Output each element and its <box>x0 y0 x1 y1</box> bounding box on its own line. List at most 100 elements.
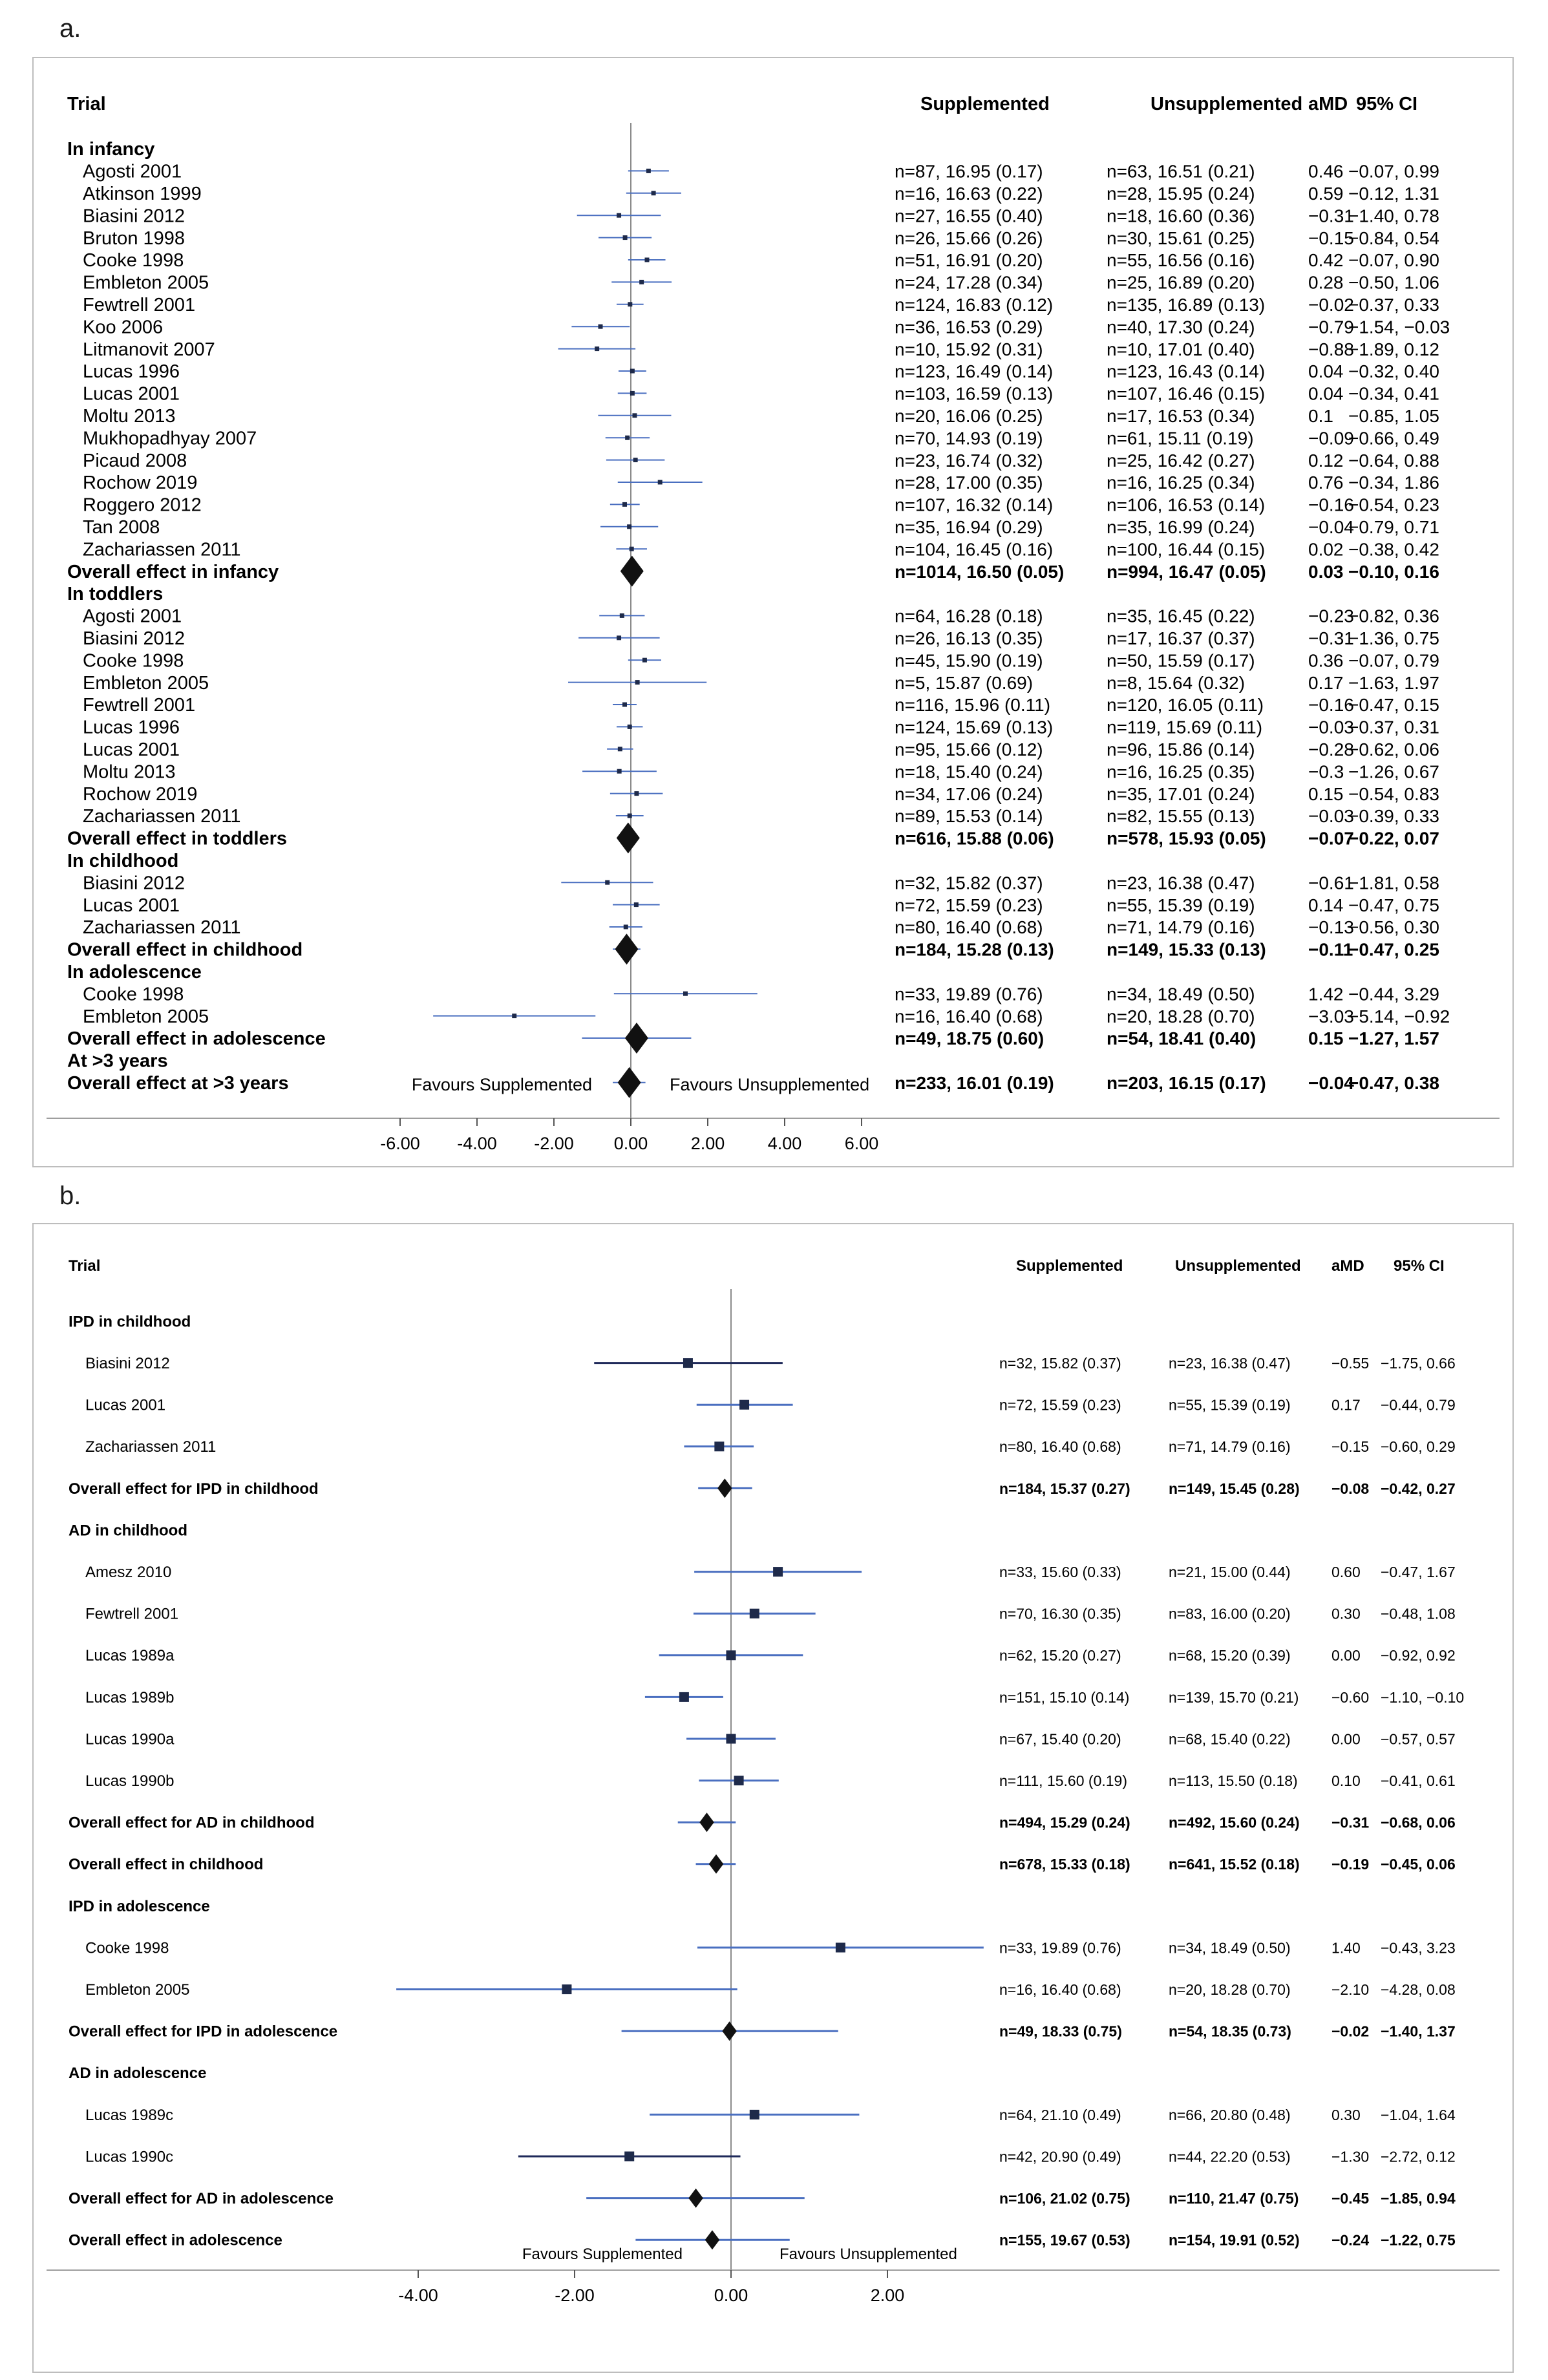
study-label: Embleton 2005 <box>85 1981 189 1999</box>
unsupplemented-value: n=20, 18.28 (0.70) <box>1107 1006 1255 1026</box>
unsupplemented-value: n=54, 18.41 (0.40) <box>1107 1028 1256 1048</box>
study-label: Agosti 2001 <box>83 162 182 182</box>
amd-value: −0.08 <box>1331 1480 1369 1497</box>
amd-value: 0.60 <box>1331 1564 1361 1580</box>
unsupplemented-value: n=149, 15.45 (0.28) <box>1169 1480 1300 1497</box>
amd-value: −0.16 <box>1308 495 1354 515</box>
amd-value: 0.03 <box>1308 562 1344 582</box>
unsupplemented-value: n=123, 16.43 (0.14) <box>1107 361 1265 381</box>
ci-value: −0.56, 0.30 <box>1348 917 1439 937</box>
unsupplemented-value: n=10, 17.01 (0.40) <box>1107 339 1255 359</box>
unsupplemented-value: n=135, 16.89 (0.13) <box>1107 295 1265 315</box>
supplemented-value: n=49, 18.75 (0.60) <box>895 1028 1044 1048</box>
ci-value: −0.47, 0.38 <box>1348 1073 1439 1093</box>
supplemented-value: n=1014, 16.50 (0.05) <box>895 562 1064 582</box>
amd-value: 0.36 <box>1308 650 1344 670</box>
point-estimate <box>683 991 688 996</box>
amd-value: −0.31 <box>1331 1814 1369 1831</box>
supplemented-value: n=104, 16.45 (0.16) <box>895 539 1053 559</box>
amd-value: 0.00 <box>1331 1647 1361 1664</box>
unsupplemented-value: n=16, 16.25 (0.34) <box>1107 473 1255 493</box>
study-label: Roggero 2012 <box>83 495 202 516</box>
header-unsupplemented: Unsupplemented <box>1175 1257 1301 1275</box>
supplemented-value: n=16, 16.40 (0.68) <box>895 1006 1043 1026</box>
study-label: Moltu 2013 <box>83 761 176 782</box>
point-estimate <box>627 524 632 529</box>
ci-value: −0.37, 0.31 <box>1348 717 1439 738</box>
unsupplemented-value: n=55, 15.39 (0.19) <box>1107 895 1255 915</box>
point-estimate <box>628 302 633 307</box>
overall-label: Overall effect in childhood <box>67 940 302 961</box>
ci-value: −0.62, 0.06 <box>1348 739 1439 760</box>
unsupplemented-value: n=120, 16.05 (0.11) <box>1107 695 1264 715</box>
overall-label: Overall effect for IPD in adolescence <box>69 2023 337 2041</box>
point-estimate <box>734 1776 744 1786</box>
point-estimate <box>634 791 639 796</box>
study-label: Litmanovit 2007 <box>83 339 215 360</box>
study-label: Embleton 2005 <box>83 273 209 293</box>
study-label: Lucas 2001 <box>83 739 180 760</box>
point-estimate <box>726 1650 736 1661</box>
study-label: Cooke 1998 <box>85 1939 169 1957</box>
overall-label: Overall effect in toddlers <box>67 829 287 849</box>
study-label: Fewtrell 2001 <box>83 695 195 716</box>
header-supplemented: Supplemented <box>1016 1257 1123 1275</box>
supplemented-value: n=95, 15.66 (0.12) <box>895 739 1043 760</box>
study-label: Lucas 1990c <box>85 2148 173 2165</box>
study-label: Moltu 2013 <box>83 406 176 427</box>
supplemented-value: n=27, 16.55 (0.40) <box>895 206 1043 226</box>
amd-value: −0.15 <box>1308 228 1354 248</box>
study-label: Zachariassen 2011 <box>83 539 241 560</box>
unsupplemented-value: n=25, 16.42 (0.27) <box>1107 451 1255 471</box>
unsupplemented-value: n=28, 15.95 (0.24) <box>1107 184 1255 204</box>
point-estimate <box>595 346 600 352</box>
header-amd: aMD <box>1308 94 1348 114</box>
supplemented-value: n=24, 17.28 (0.34) <box>895 273 1043 293</box>
supplemented-value: n=32, 15.82 (0.37) <box>895 873 1043 893</box>
x-axis-tick-label: 2.00 <box>871 2286 905 2305</box>
ci-value: −1.27, 1.57 <box>1348 1028 1439 1048</box>
supplemented-value: n=103, 16.59 (0.13) <box>895 384 1053 404</box>
ci-value: −5.14, −0.92 <box>1348 1006 1450 1026</box>
amd-value: 0.1 <box>1308 406 1333 426</box>
supplemented-value: n=23, 16.74 (0.32) <box>895 451 1043 471</box>
ci-value: −1.75, 0.66 <box>1381 1355 1456 1372</box>
point-estimate <box>627 724 632 729</box>
amd-value: −0.02 <box>1331 2023 1369 2040</box>
unsupplemented-value: n=68, 15.20 (0.39) <box>1169 1647 1291 1664</box>
point-estimate <box>512 1014 517 1019</box>
unsupplemented-value: n=83, 16.00 (0.20) <box>1169 1606 1291 1622</box>
supplemented-value: n=124, 15.69 (0.13) <box>895 717 1053 738</box>
amd-value: 0.17 <box>1308 673 1344 693</box>
unsupplemented-value: n=20, 18.28 (0.70) <box>1169 1981 1291 1998</box>
group-heading: In childhood <box>67 851 178 871</box>
ci-value: −0.84, 0.54 <box>1348 228 1439 248</box>
amd-value: −0.79 <box>1308 317 1354 337</box>
overall-label: Overall effect in infancy <box>67 562 279 582</box>
point-estimate <box>617 213 622 218</box>
supplemented-value: n=36, 16.53 (0.29) <box>895 317 1043 337</box>
ci-value: −1.40, 1.37 <box>1381 2023 1456 2040</box>
point-estimate <box>835 1942 845 1953</box>
group-heading: In adolescence <box>67 962 202 983</box>
overall-diamond <box>620 555 644 587</box>
amd-value: −0.88 <box>1308 339 1354 359</box>
supplemented-value: n=678, 15.33 (0.18) <box>999 1856 1130 1873</box>
x-axis-tick-label: 0.00 <box>614 1134 648 1153</box>
amd-value: −0.15 <box>1331 1438 1369 1455</box>
supplemented-value: n=155, 19.67 (0.53) <box>999 2232 1130 2249</box>
study-label: Lucas 2001 <box>83 895 180 916</box>
amd-value: 0.10 <box>1331 1772 1361 1789</box>
unsupplemented-value: n=8, 15.64 (0.32) <box>1107 673 1245 693</box>
ci-value: −0.34, 1.86 <box>1348 473 1439 493</box>
ci-value: −0.47, 0.25 <box>1348 940 1439 960</box>
study-label: Cooke 1998 <box>83 984 184 1004</box>
point-estimate <box>635 680 640 685</box>
point-estimate <box>683 1358 693 1368</box>
ci-value: −0.79, 0.71 <box>1348 517 1439 537</box>
supplemented-value: n=18, 15.40 (0.24) <box>895 761 1043 781</box>
supplemented-value: n=33, 19.89 (0.76) <box>895 984 1043 1004</box>
forest-plot-b: Trial Supplemented Unsupplemented aMD 95% CI… <box>47 1257 1500 2305</box>
study-label: Picaud 2008 <box>83 451 187 471</box>
group-heading: At >3 years <box>67 1051 168 1072</box>
